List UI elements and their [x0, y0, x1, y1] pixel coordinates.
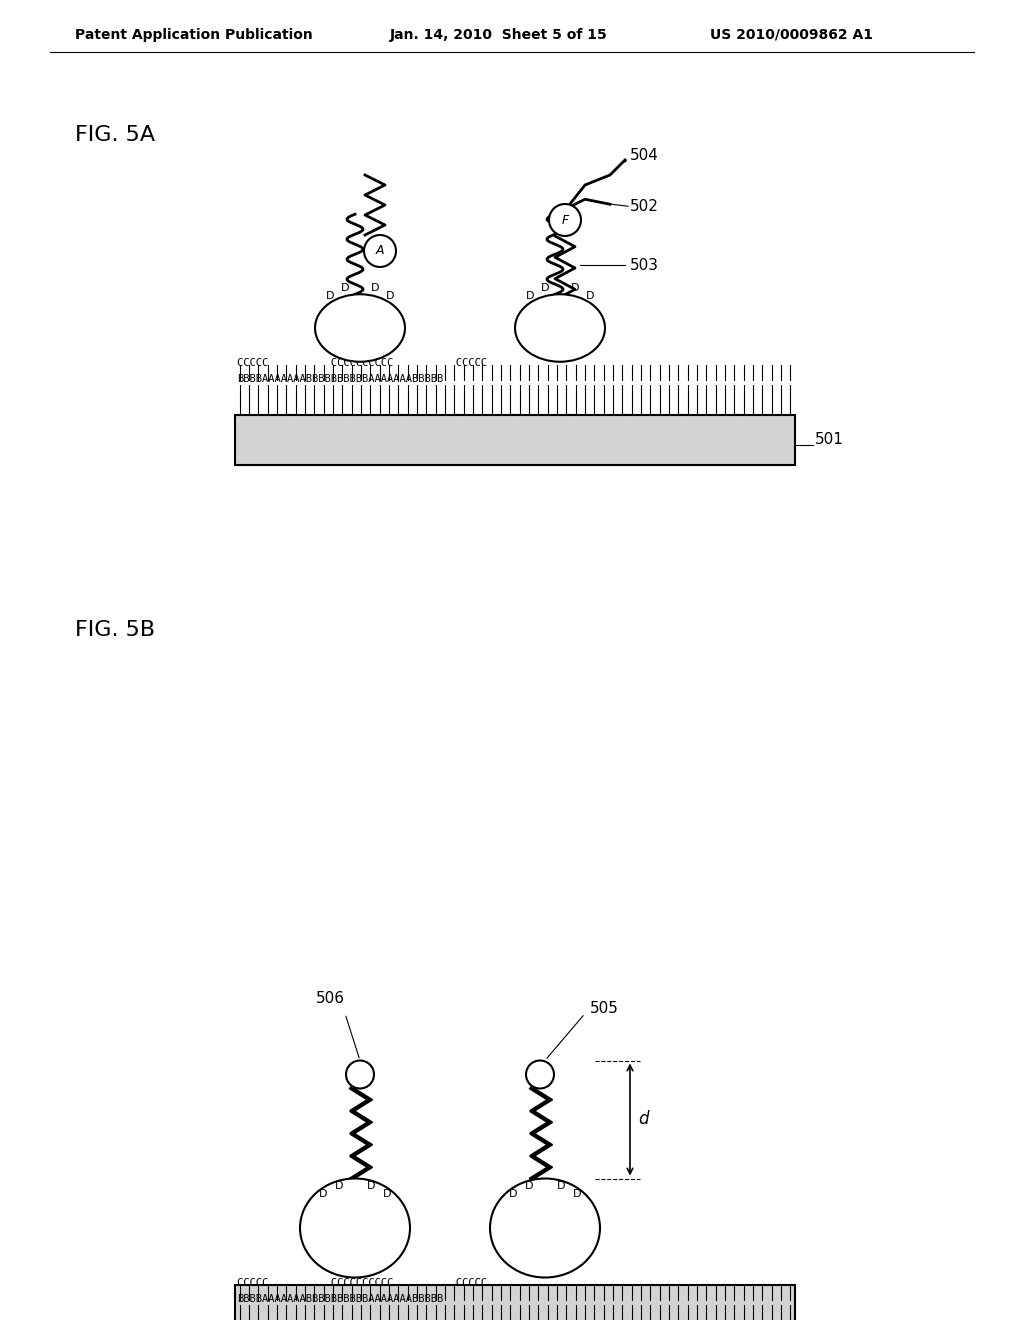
Text: US 2010/0009862 A1: US 2010/0009862 A1 [710, 28, 873, 42]
Text: CCCCC          CCCCCCCCCC          CCCCC: CCCCC CCCCCCCCCC CCCCC [237, 1278, 487, 1288]
Ellipse shape [300, 1179, 410, 1278]
Text: D: D [335, 1181, 343, 1191]
Text: FIG. 5B: FIG. 5B [75, 620, 155, 640]
Circle shape [526, 1060, 554, 1089]
Text: D: D [525, 292, 535, 301]
Text: d: d [638, 1110, 648, 1129]
Text: D: D [367, 1181, 375, 1191]
Text: F: F [356, 1068, 364, 1081]
Text: A: A [376, 244, 384, 257]
Text: F: F [537, 1068, 544, 1081]
Text: D: D [318, 1189, 328, 1199]
Text: 501: 501 [815, 433, 844, 447]
Ellipse shape [515, 294, 605, 362]
Text: 502: 502 [630, 199, 658, 214]
Bar [234, 1284, 795, 1320]
Text: D: D [570, 282, 580, 293]
Text: D: D [586, 292, 594, 301]
Text: Patent Application Publication: Patent Application Publication [75, 28, 312, 42]
Text: D: D [524, 1181, 534, 1191]
Text: D: D [341, 282, 349, 293]
Text: 503: 503 [630, 257, 659, 272]
Text: 506: 506 [315, 991, 344, 1006]
Text: BBBBAAAAAAABBBBBBBBBBAAAAAAABBBBB: BBBBAAAAAAABBBBBBBBBBAAAAAAABBBBB [237, 1294, 443, 1304]
Circle shape [549, 205, 581, 236]
Ellipse shape [315, 294, 406, 362]
Text: D: D [572, 1189, 582, 1199]
Text: D: D [541, 282, 549, 293]
Text: BBBBAAAAAAABBBBBBBBBBAAAAAAABBBBB: BBBBAAAAAAABBBBBBBBBBAAAAAAABBBBB [237, 374, 443, 384]
Text: D: D [371, 282, 379, 293]
Text: F: F [561, 214, 568, 227]
Text: D: D [509, 1189, 517, 1199]
Circle shape [346, 1060, 374, 1089]
Text: 505: 505 [590, 1001, 618, 1016]
Text: D: D [557, 1181, 565, 1191]
Text: CCCCC          CCCCCCCCCC          CCCCC: CCCCC CCCCCCCCCC CCCCC [237, 358, 487, 368]
Text: D: D [383, 1189, 391, 1199]
Text: D: D [386, 292, 394, 301]
Text: FIG. 5A: FIG. 5A [75, 125, 155, 145]
Text: D: D [326, 292, 334, 301]
Bar [234, 414, 795, 465]
Text: 504: 504 [630, 148, 658, 162]
Text: Jan. 14, 2010  Sheet 5 of 15: Jan. 14, 2010 Sheet 5 of 15 [390, 28, 608, 42]
Circle shape [364, 235, 396, 267]
Ellipse shape [490, 1179, 600, 1278]
